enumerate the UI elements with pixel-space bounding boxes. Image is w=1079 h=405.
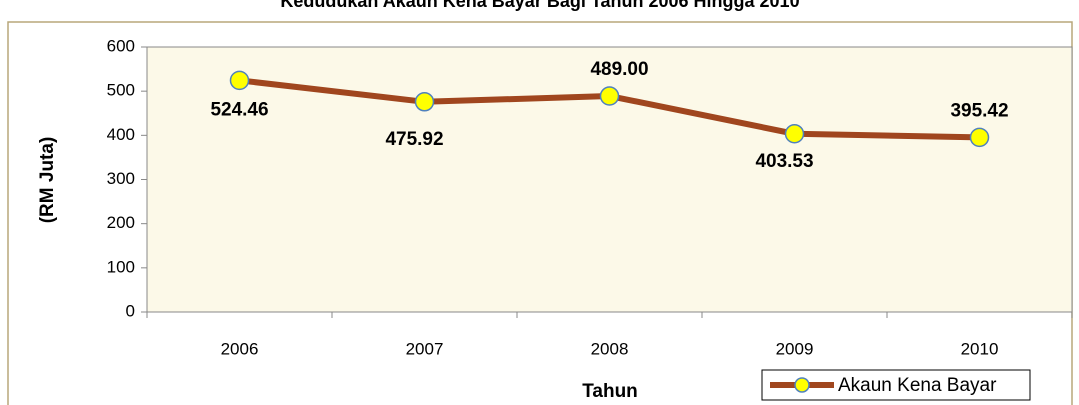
y-tick-label: 600 <box>107 36 135 55</box>
marker <box>414 92 435 112</box>
y-tick-label: 100 <box>107 257 135 276</box>
data-label: 395.42 <box>950 100 1008 121</box>
y-tick-label: 500 <box>107 81 135 100</box>
marker <box>599 86 620 106</box>
legend-marker <box>794 377 810 393</box>
marker <box>784 124 805 144</box>
x-tick-label: 2008 <box>591 339 629 358</box>
y-axis-title: (RM Juta) <box>37 137 58 224</box>
legend-label: Akaun Kena Bayar <box>838 375 997 396</box>
chart-title: Kedudukan Akaun Kena Bayar Bagi Tahun 20… <box>280 0 799 11</box>
x-tick-label: 2007 <box>406 339 444 358</box>
y-tick-label: 400 <box>107 125 135 144</box>
data-label: 524.46 <box>210 99 268 120</box>
marker <box>969 127 990 148</box>
x-tick-label: 2010 <box>961 339 999 358</box>
data-label: 475.92 <box>385 129 443 150</box>
data-label: 489.00 <box>590 59 648 80</box>
y-tick-label: 300 <box>107 169 135 188</box>
x-tick-label: 2009 <box>776 339 814 358</box>
data-label: 403.53 <box>755 151 813 172</box>
y-tick-label: 200 <box>107 213 135 232</box>
marker <box>229 70 250 91</box>
x-axis-title: Tahun <box>582 381 638 402</box>
y-tick-label: 0 <box>126 301 135 320</box>
x-tick-label: 2006 <box>221 339 259 358</box>
